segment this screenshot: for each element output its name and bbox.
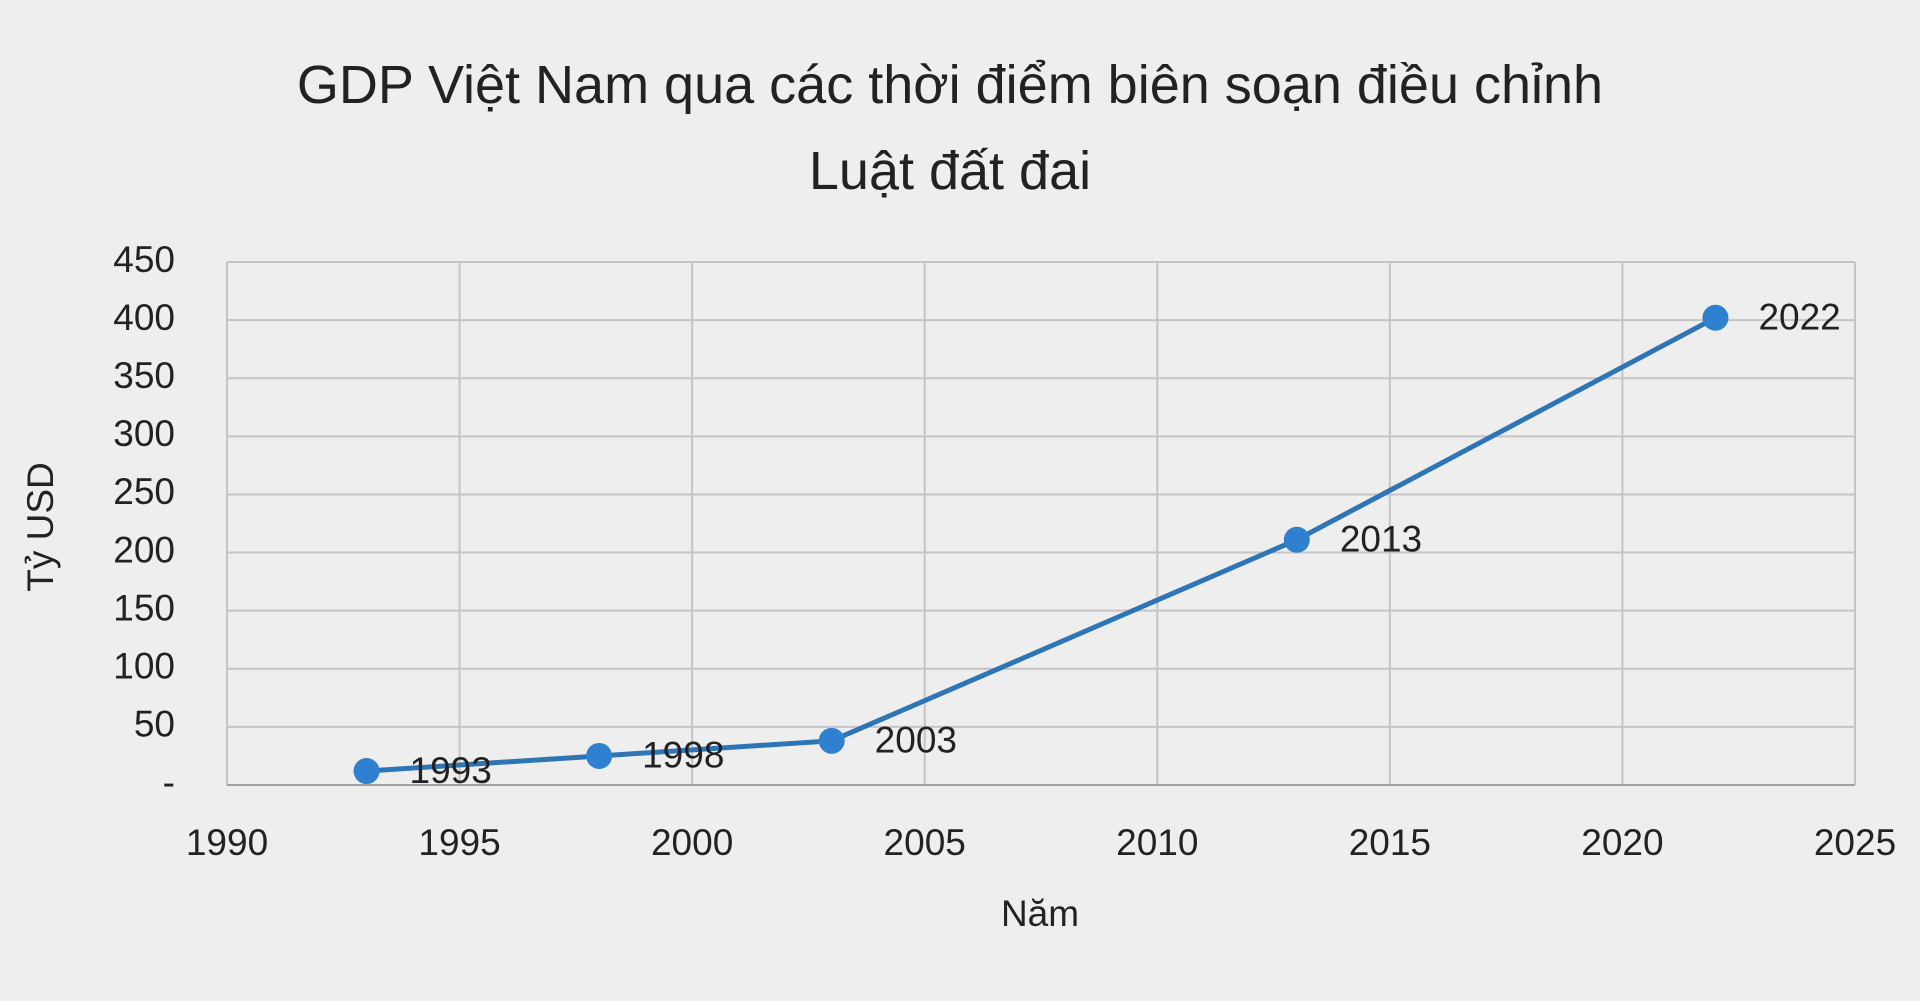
x-tick-label: 2020 [1581, 822, 1663, 863]
x-tick-label: 2000 [651, 822, 733, 863]
data-point [1702, 304, 1729, 331]
y-tick-label: 50 [134, 704, 175, 745]
data-label: 2013 [1340, 519, 1422, 560]
x-tick-label: 2015 [1349, 822, 1431, 863]
chart-title: GDP Việt Nam qua các thời điểm biên soạn… [296, 55, 1604, 201]
x-tick-label: 2005 [884, 822, 966, 863]
data-label: 1993 [410, 750, 492, 791]
y-tick-label: 150 [113, 587, 175, 628]
y-tick-label: 350 [113, 355, 175, 396]
data-point [353, 758, 380, 785]
data-label: 2003 [875, 720, 957, 761]
y-tick-label: 300 [113, 413, 175, 454]
x-tick-label: 2010 [1116, 822, 1198, 863]
data-label: 1998 [642, 735, 724, 776]
x-tick-label: 1995 [418, 822, 500, 863]
y-tick-label: - [163, 762, 175, 803]
x-tick-label: 2025 [1814, 822, 1896, 863]
y-tick-label: 200 [113, 529, 175, 570]
x-tick-label: 1990 [186, 822, 268, 863]
data-point [1283, 526, 1310, 553]
y-tick-label: 400 [113, 297, 175, 338]
y-axis-label: Tỷ USD [20, 462, 61, 592]
y-tick-label: 450 [113, 239, 175, 280]
data-line [366, 315, 1717, 774]
x-axis-label: Năm [1001, 893, 1079, 934]
data-label: 2022 [1758, 297, 1840, 338]
data-point [818, 727, 845, 754]
y-tick-label: 100 [113, 646, 175, 687]
y-tick-label: 250 [113, 471, 175, 512]
data-point [586, 742, 613, 769]
